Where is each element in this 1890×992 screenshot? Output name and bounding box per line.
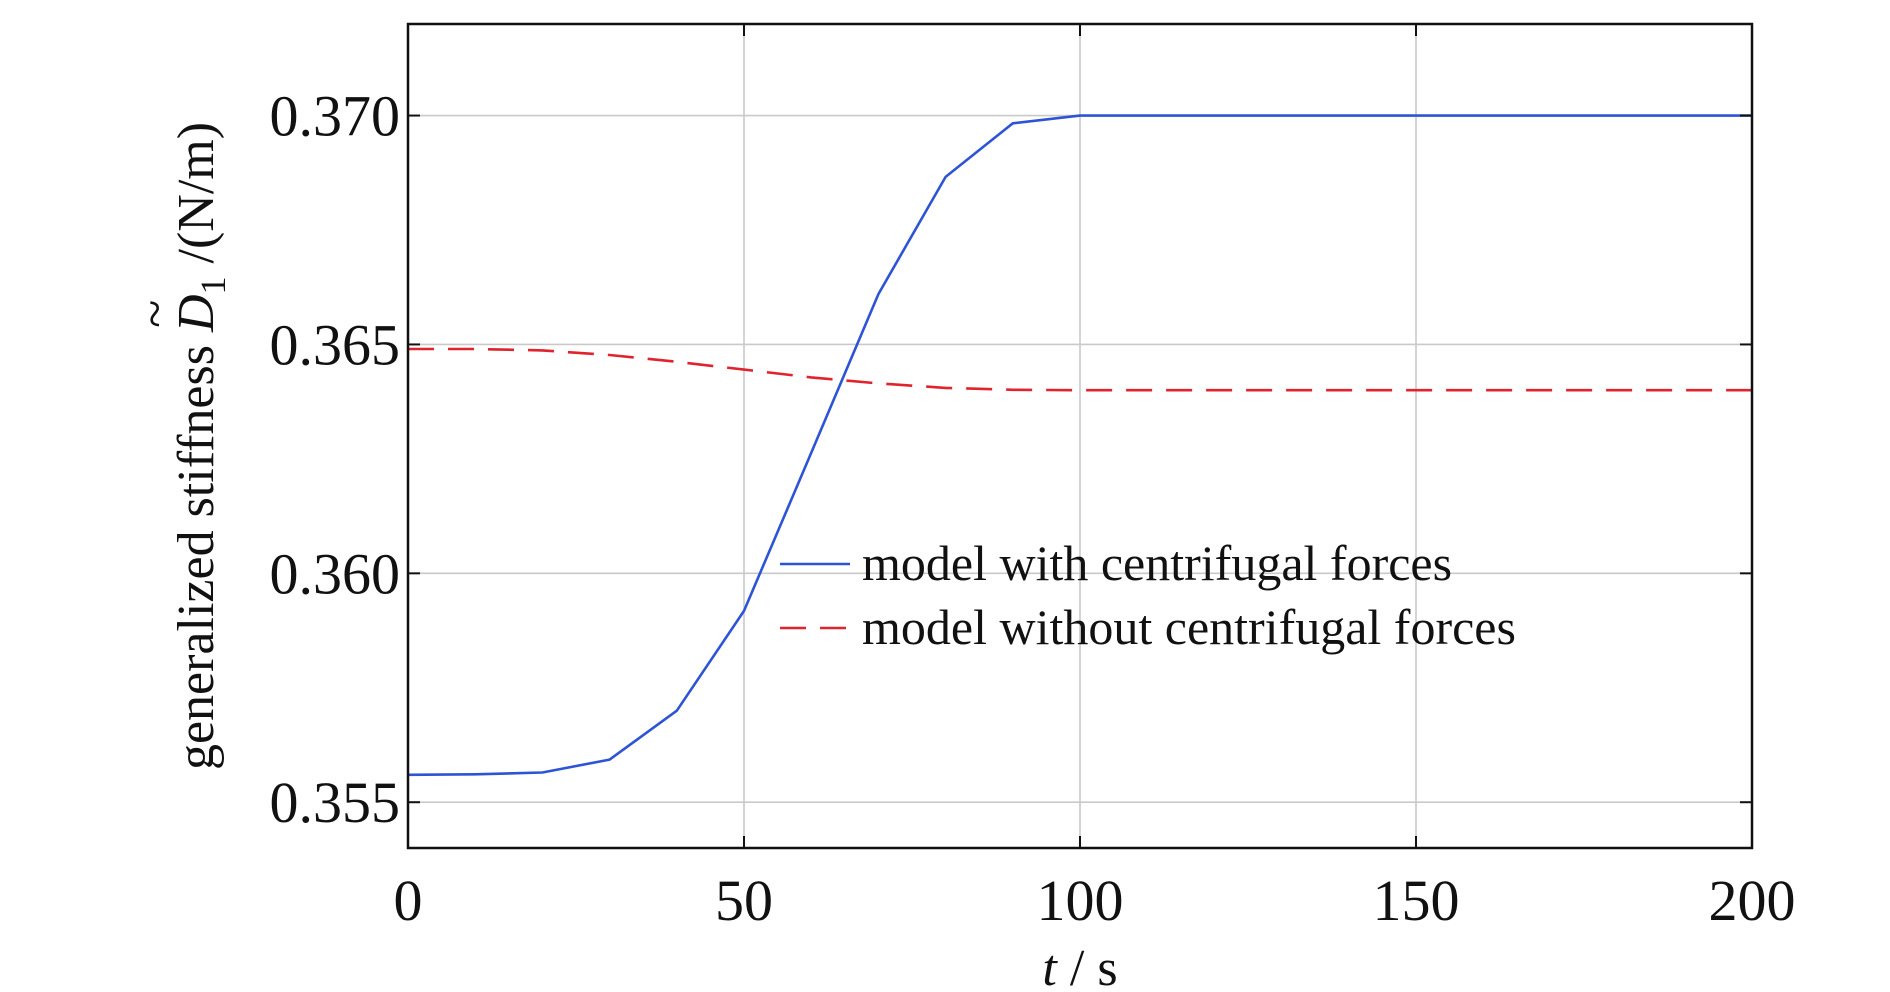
y-tick-label: 0.360 <box>270 541 401 606</box>
x-axis-variable: t <box>1042 940 1058 992</box>
x-tick-label: 100 <box>1037 868 1124 933</box>
x-tick-label: 150 <box>1373 868 1460 933</box>
y-tick-label: 0.365 <box>270 312 401 377</box>
x-axis-separator: / <box>1057 940 1097 992</box>
y-axis-tilde: ~ <box>127 300 184 328</box>
y-axis-label-prefix: generalized stiffness <box>168 332 225 770</box>
x-axis-unit: s <box>1097 940 1117 992</box>
series-line-without-centrifugal <box>408 347 1752 392</box>
legend-label-without-centrifugal: model without centrifugal forces <box>862 599 1516 655</box>
y-axis-subscript: 1 <box>193 276 233 294</box>
x-tick-label: 0 <box>394 868 423 933</box>
legend: model with centrifugal forces model with… <box>780 535 1516 655</box>
y-tick-label: 0.355 <box>270 770 401 835</box>
series-lines <box>407 114 1752 777</box>
y-tick-labels: 0.355 0.360 0.365 0.370 <box>270 84 401 836</box>
grid-lines <box>407 24 1753 848</box>
x-tick-label: 50 <box>715 868 773 933</box>
legend-label-with-centrifugal: model with centrifugal forces <box>862 535 1452 591</box>
y-tick-label: 0.370 <box>270 84 401 149</box>
y-axis-label: generalized stiffness D1 /(N/m) ~ <box>127 122 233 770</box>
y-axis-label-text: generalized stiffness D1 /(N/m) <box>168 122 233 770</box>
series-line-with-centrifugal <box>407 114 1752 777</box>
x-tick-labels: 0 50 100 150 200 <box>394 868 1796 933</box>
x-axis-label: t / s <box>1042 940 1117 992</box>
y-axis-unit: /(N/m) <box>168 122 225 277</box>
y-axis-symbol: D <box>168 294 225 333</box>
x-tick-label: 200 <box>1709 868 1796 933</box>
tick-marks <box>407 24 1753 848</box>
